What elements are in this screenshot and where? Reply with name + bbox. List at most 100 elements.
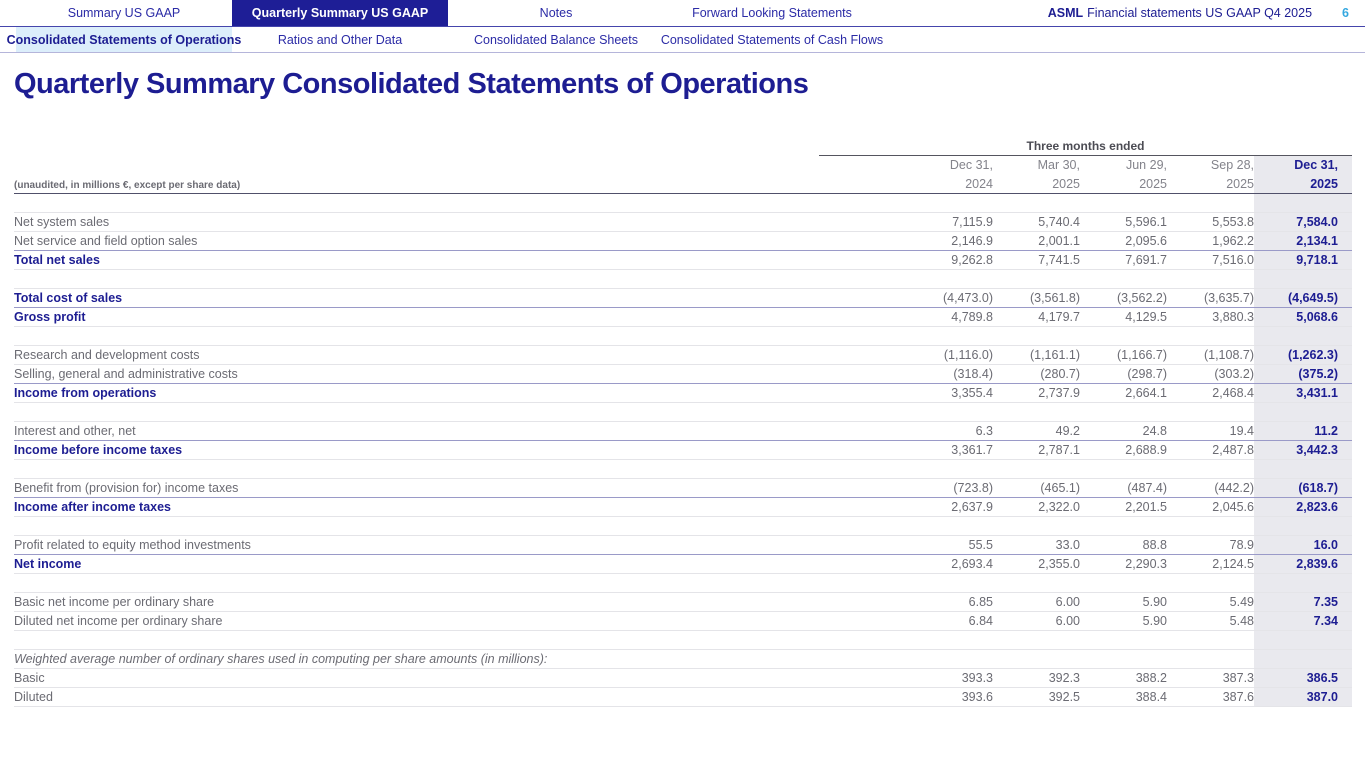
sub-navigation: Consolidated Statements of Operations Ra… xyxy=(0,27,1365,53)
table-row: Net system sales 7,115.9 5,740.4 5,596.1 5,5… xyxy=(14,213,1352,232)
table-row: Diluted 393.6 392.5 388.4 387.6 387.0 xyxy=(14,688,1352,707)
tab-forward-looking-statements[interactable]: Forward Looking Statements xyxy=(692,6,852,20)
table-row: Basic 393.3 392.3 388.2 387.3 386.5 xyxy=(14,669,1352,688)
cell-value: 9,718.1 xyxy=(1254,251,1352,269)
cell-value: (618.7) xyxy=(1254,479,1352,497)
cell-value: (1,166.7) xyxy=(1116,348,1167,362)
table-row: Profit related to equity method investme… xyxy=(14,536,1352,555)
subtab-consolidated-statements-of-operations[interactable]: Consolidated Statements of Operations xyxy=(7,27,241,52)
cell-value: (723.8) xyxy=(953,481,993,495)
subtab-ratios-and-other-data[interactable]: Ratios and Other Data xyxy=(277,32,403,47)
row-label xyxy=(14,194,906,212)
cell-value: 2,322.0 xyxy=(1038,500,1080,514)
column-header-year: 2025 xyxy=(1052,177,1080,191)
quarterly-operations-table: Three months ended Dec 31, Mar 30, Jun 29,… xyxy=(14,138,1352,707)
cell-value: 33.0 xyxy=(1055,538,1080,552)
cell-value: 7,584.0 xyxy=(1254,213,1352,231)
cell-value xyxy=(1254,403,1352,421)
cell-value: 3,431.1 xyxy=(1254,384,1352,402)
cell-value: 2,290.3 xyxy=(1125,557,1167,571)
cell-value xyxy=(906,327,993,345)
table-row: Total net sales 9,262.8 7,741.5 7,691.7 7,51… xyxy=(14,251,1352,270)
column-header-year: 2025 xyxy=(1254,175,1352,193)
cell-value: 2,839.6 xyxy=(1254,555,1352,573)
row-label: Interest and other, net xyxy=(14,424,136,438)
row-label: Selling, general and administrative cost… xyxy=(14,367,238,381)
cell-value: 6.3 xyxy=(975,424,993,438)
cell-value: 5.90 xyxy=(1142,595,1167,609)
cell-value xyxy=(906,517,993,535)
cell-value xyxy=(993,517,1080,535)
cell-value xyxy=(906,270,993,288)
cell-value: 5.90 xyxy=(1142,614,1167,628)
cell-value xyxy=(993,574,1080,592)
cell-value: 2,095.6 xyxy=(1125,234,1167,248)
cell-value: 2,001.1 xyxy=(1038,234,1080,248)
cell-value: (3,635.7) xyxy=(1203,291,1254,305)
table-row: Basic net income per ordinary share 6.85 6… xyxy=(14,593,1352,612)
table-row: Total cost of sales (4,473.0) (3,561.8) (3,… xyxy=(14,289,1352,308)
cell-value: 9,262.8 xyxy=(951,253,993,267)
cell-value xyxy=(906,631,993,649)
cell-value: (465.1) xyxy=(1040,481,1080,495)
cell-value: 2,787.1 xyxy=(1038,443,1080,457)
column-header-date: Mar 30, xyxy=(1037,158,1080,172)
brand-logo-text: ASML xyxy=(1047,6,1084,20)
page-number: 6 xyxy=(1342,6,1349,20)
cell-value: 7,516.0 xyxy=(1212,253,1254,267)
cell-value xyxy=(1254,650,1352,668)
tab-summary-us-gaap[interactable]: Summary US GAAP xyxy=(67,6,181,20)
cell-value xyxy=(993,460,1080,478)
table-row: Income from operations 3,355.4 2,737.9 2,66… xyxy=(14,384,1352,403)
cell-value: 6.00 xyxy=(1055,595,1080,609)
subtab-consolidated-statements-of-cash-flows[interactable]: Consolidated Statements of Cash Flows xyxy=(660,32,884,47)
cell-value xyxy=(1254,460,1352,478)
cell-value xyxy=(1167,650,1254,668)
cell-value: 7.35 xyxy=(1254,593,1352,611)
cell-value: 2,664.1 xyxy=(1125,386,1167,400)
row-label: Weighted average number of ordinary shar… xyxy=(14,652,548,666)
tab-quarterly-summary-us-gaap[interactable]: Quarterly Summary US GAAP xyxy=(232,0,448,26)
row-label xyxy=(14,574,906,592)
cell-value xyxy=(1167,574,1254,592)
table-row xyxy=(14,270,1352,289)
row-label: Basic net income per ordinary share xyxy=(14,595,215,609)
cell-value: (1,108.7) xyxy=(1203,348,1254,362)
column-header-date: Jun 29, xyxy=(1125,158,1167,172)
cell-value xyxy=(1080,403,1167,421)
table-row: Benefit from (provision for) income taxe… xyxy=(14,479,1352,498)
cell-value: (4,473.0) xyxy=(942,291,993,305)
cell-value: (442.2) xyxy=(1214,481,1254,495)
cell-value: 2,045.6 xyxy=(1212,500,1254,514)
cell-value xyxy=(993,650,1080,668)
cell-value: 4,179.7 xyxy=(1038,310,1080,324)
cell-value xyxy=(906,194,993,212)
row-label: Research and development costs xyxy=(14,348,200,362)
cell-value xyxy=(993,327,1080,345)
period-header-label: Three months ended xyxy=(819,138,1352,156)
cell-value xyxy=(1254,631,1352,649)
cell-value: 49.2 xyxy=(1055,424,1080,438)
subtab-consolidated-balance-sheets[interactable]: Consolidated Balance Sheets xyxy=(473,32,638,47)
cell-value: 392.5 xyxy=(1048,690,1080,704)
cell-value: 2,355.0 xyxy=(1038,557,1080,571)
unaudited-note: (unaudited, in millions €, except per sh… xyxy=(14,180,241,191)
row-label: Diluted xyxy=(14,690,53,704)
cell-value: (303.2) xyxy=(1214,367,1254,381)
cell-value: 2,124.5 xyxy=(1212,557,1254,571)
cell-value: 386.5 xyxy=(1254,669,1352,687)
cell-value: 392.3 xyxy=(1048,671,1080,685)
table-row: Net service and field option sales 2,146.… xyxy=(14,232,1352,251)
tab-notes[interactable]: Notes xyxy=(539,6,573,20)
cell-value: 5,068.6 xyxy=(1254,308,1352,326)
column-header-date: Dec 31, xyxy=(1254,156,1352,175)
row-label xyxy=(14,270,906,288)
table-row: Income after income taxes 2,637.9 2,322.0 2… xyxy=(14,498,1352,517)
table-row: Weighted average number of ordinary shar… xyxy=(14,650,1352,669)
unaudited-note-cell: (unaudited, in millions €, except per sh… xyxy=(14,175,906,193)
table-row: Research and development costs (1,116.0) (… xyxy=(14,346,1352,365)
cell-value: 2,487.8 xyxy=(1212,443,1254,457)
table-body: Net system sales 7,115.9 5,740.4 5,596.1 5,5… xyxy=(14,194,1352,707)
cell-value: 388.2 xyxy=(1135,671,1167,685)
table-row xyxy=(14,460,1352,479)
